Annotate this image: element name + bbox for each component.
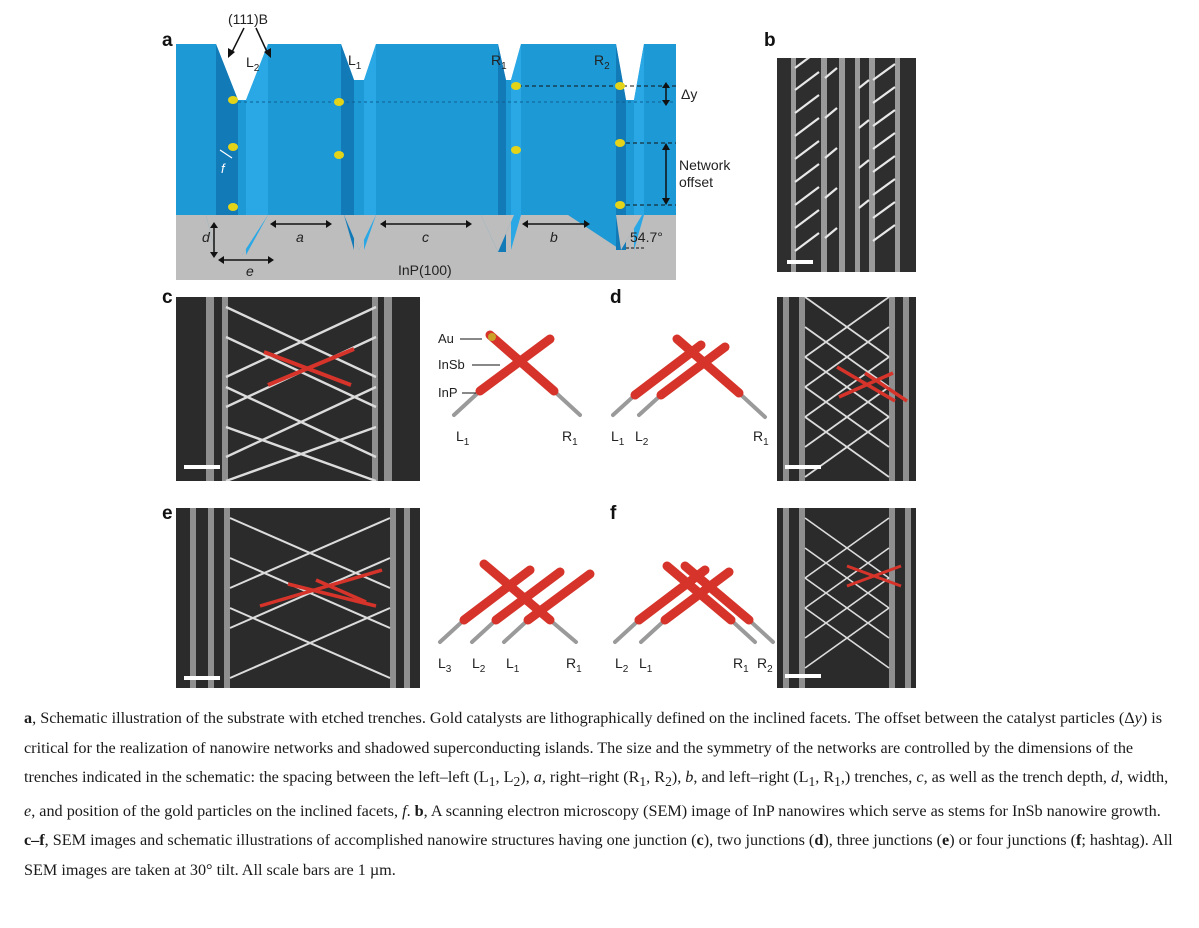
trench-bottom	[206, 215, 268, 255]
legend-au: Au	[438, 331, 454, 346]
trench-bottom	[344, 215, 376, 250]
f-label: f	[221, 161, 226, 176]
label-l1: L1	[639, 655, 653, 675]
label-r1: R1	[733, 655, 749, 675]
legend-insb: InSb	[438, 357, 465, 372]
label-l1: L1	[611, 428, 625, 448]
trench-face-l2b	[246, 44, 268, 255]
trench-face-l1b	[364, 44, 376, 250]
trench-label-l1: L1	[348, 52, 362, 72]
sem-image-b	[777, 58, 916, 272]
scale-bar	[787, 260, 813, 264]
panel-label-f: f	[610, 503, 617, 524]
facet-label: (111)B	[228, 11, 268, 27]
legend-inp: InP	[438, 385, 458, 400]
label-r1: R1	[566, 655, 582, 675]
scale-bar	[184, 465, 220, 469]
trench-label-r1: R1	[491, 52, 507, 72]
figure-caption: a, Schematic illustration of the substra…	[24, 709, 1173, 879]
label-l3: L3	[438, 655, 452, 675]
scale-bar	[785, 465, 821, 469]
dim-e: e	[246, 263, 254, 279]
panel-label-e: e	[162, 503, 173, 524]
schematic-d: L1 L2 R1	[611, 334, 769, 448]
delta-y-label: Δy	[681, 86, 697, 102]
schematic-c: Au InSb InP L1 R1	[438, 330, 582, 448]
trench-label-r2: R2	[594, 52, 610, 72]
sem-image-d	[777, 297, 916, 481]
panel-label-b: b	[764, 30, 776, 51]
label-r1: R1	[753, 428, 769, 448]
trench-face-r2b	[634, 44, 644, 250]
blue-top-surface	[176, 44, 676, 255]
trench-face-r1	[498, 44, 506, 252]
label-l2: L2	[615, 655, 629, 675]
network-offset-label-2: offset	[679, 174, 713, 190]
panel-label-c: c	[162, 287, 173, 308]
dim-b: b	[550, 229, 558, 245]
schematic-f: L2 L1 R1 R2	[613, 561, 775, 675]
sem-image-f	[777, 508, 916, 688]
trench-bottom	[481, 215, 514, 252]
schematic-e: L3 L2 L1 R1	[438, 559, 595, 675]
label-l2: L2	[635, 428, 649, 448]
gold-particles	[228, 82, 625, 211]
trench-bottom	[616, 215, 642, 250]
panel-label-d: d	[610, 287, 622, 308]
trench-label-l2: L2	[246, 54, 260, 74]
sem-image-e	[176, 508, 420, 688]
trench-face-l1	[341, 44, 354, 250]
trench-face-r2	[616, 44, 626, 250]
label-l1: L1	[506, 655, 520, 675]
label-r2: R2	[757, 655, 773, 675]
sem-image-c	[176, 297, 420, 481]
label-l2: L2	[472, 655, 486, 675]
scale-bar	[184, 676, 220, 680]
schematic-a: (111)B L2 L1 R1 R2 Δy Network offset f a…	[176, 11, 731, 280]
dim-a: a	[296, 229, 304, 245]
network-offset-label-1: Network	[679, 157, 731, 173]
angle-label: 54.7°	[630, 229, 663, 245]
label-r1: R1	[562, 428, 578, 448]
dim-d: d	[202, 229, 211, 245]
panel-label-a: a	[162, 30, 173, 51]
substrate-label: InP(100)	[398, 262, 452, 278]
label-l1: L1	[456, 428, 470, 448]
scale-bar	[785, 674, 821, 678]
dim-c: c	[422, 229, 429, 245]
